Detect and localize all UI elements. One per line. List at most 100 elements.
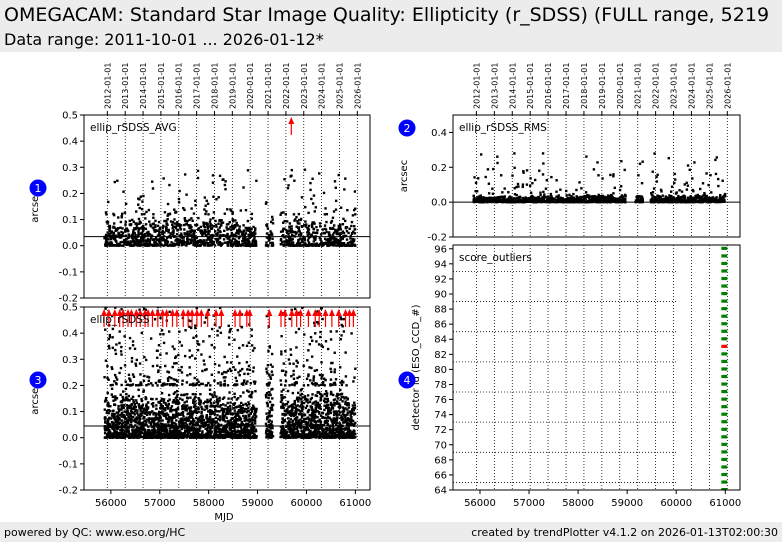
data-point: [271, 218, 274, 221]
data-point: [285, 228, 288, 232]
data-point: [222, 426, 226, 429]
data-point: [134, 433, 138, 436]
data-point: [283, 409, 287, 413]
data-point: [192, 243, 196, 247]
data-point: [235, 221, 238, 225]
data-point: [215, 198, 218, 201]
data-point: [146, 239, 150, 242]
data-point: [231, 237, 235, 240]
data-point: [331, 226, 335, 230]
data-point: [228, 391, 231, 394]
data-point: [120, 426, 124, 429]
data-point: [170, 241, 173, 244]
data-point: [659, 188, 663, 192]
data-point: [570, 198, 573, 202]
data-point: [249, 418, 252, 421]
data-point: [657, 196, 660, 199]
data-point: [136, 412, 139, 415]
data-point: [650, 198, 653, 201]
data-point: [328, 410, 332, 413]
data-point: [226, 242, 230, 246]
data-point: [493, 198, 496, 202]
data-point: [206, 223, 209, 226]
data-point: [552, 200, 555, 204]
data-point: [703, 198, 706, 201]
data-point: [494, 200, 497, 204]
data-point: [185, 222, 188, 225]
data-point: [572, 192, 575, 196]
data-point: [501, 191, 504, 194]
data-point: [353, 406, 357, 410]
data-point: [149, 433, 153, 437]
data-point: [348, 241, 352, 244]
data-point: [601, 200, 605, 204]
data-point: [474, 181, 478, 185]
data-point: [283, 412, 286, 416]
data-point: [694, 197, 698, 200]
data-point: [166, 433, 169, 436]
data-point: [124, 240, 128, 244]
data-point: [150, 420, 154, 423]
date-tick-label: 2021-01-01: [264, 63, 273, 110]
data-point: [178, 234, 181, 237]
data-point: [207, 423, 210, 427]
data-point: [346, 413, 349, 416]
data-point: [108, 241, 112, 244]
data-point: [131, 231, 135, 234]
data-point: [533, 200, 536, 204]
data-point: [120, 230, 123, 234]
data-point: [555, 190, 558, 193]
data-point: [287, 243, 290, 246]
data-point: [210, 421, 214, 424]
data-point: [331, 422, 335, 426]
data-point: [174, 226, 178, 230]
data-point: [119, 226, 122, 229]
data-point: [195, 236, 198, 239]
data-point: [123, 211, 127, 214]
data-point: [474, 189, 477, 193]
data-point: [112, 237, 116, 241]
data-point: [171, 223, 174, 226]
data-point: [178, 240, 181, 244]
data-point: [640, 200, 643, 204]
data-point: [245, 238, 248, 242]
data-point: [210, 418, 213, 421]
data-point: [321, 244, 324, 247]
data-point: [155, 407, 158, 410]
data-point: [214, 238, 217, 241]
data-point: [221, 221, 225, 224]
data-point: [167, 231, 170, 234]
data-point: [353, 190, 357, 193]
data-point: [544, 187, 548, 190]
data-point: [112, 231, 116, 235]
data-point: [233, 395, 236, 399]
data-point: [340, 418, 343, 422]
data-point: [313, 222, 316, 225]
date-tick-label: 2025-01-01: [705, 63, 714, 110]
data-point: [299, 418, 302, 421]
data-point: [314, 235, 318, 238]
data-point: [242, 403, 245, 407]
data-point: [118, 425, 121, 429]
data-point: [301, 244, 304, 247]
data-point: [174, 225, 177, 229]
data-point: [201, 232, 205, 235]
data-point: [332, 418, 335, 421]
date-tick-label: 2020-01-01: [246, 63, 255, 110]
data-point: [348, 227, 351, 230]
data-point: [307, 243, 311, 246]
data-point: [282, 388, 285, 391]
data-point: [698, 195, 701, 198]
data-point: [193, 231, 196, 234]
data-point: [710, 196, 713, 200]
data-point: [231, 416, 235, 420]
data-point: [212, 225, 216, 228]
data-point: [179, 241, 183, 244]
data-point: [223, 424, 226, 428]
data-point: [163, 429, 166, 433]
data-point: [294, 420, 298, 423]
data-point: [125, 243, 128, 246]
data-point: [143, 419, 146, 423]
data-point: [108, 429, 111, 432]
data-point: [219, 404, 223, 407]
